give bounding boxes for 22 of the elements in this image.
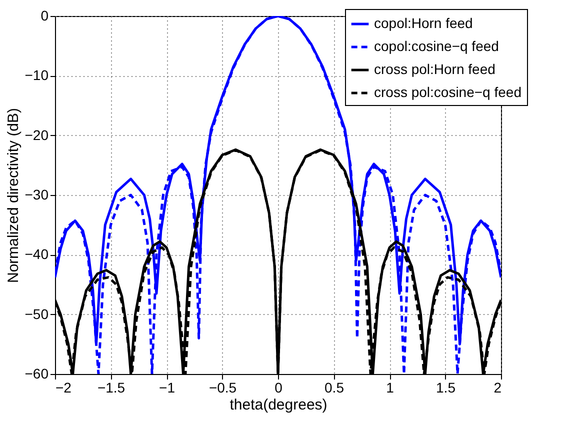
legend-label: copol:cosine−q feed [374,38,499,54]
x-tick-label: −0.5 [208,380,237,396]
x-axis-title: theta(degrees) [230,396,328,414]
legend-label: cross pol:cosine−q feed [374,84,522,100]
x-tick-label: −1 [159,380,176,396]
y-tick-label: −10 [24,67,49,84]
legend-label: cross pol:Horn feed [374,61,496,77]
y-tick-label: −40 [24,246,49,262]
x-tick-label: 2 [494,380,502,396]
legend-label: copol:Horn feed [374,15,473,31]
y-axis-title: Normalized directivity (dB) [4,108,22,284]
y-tick-label: −30 [24,186,49,202]
y-tick-label: −50 [24,306,49,322]
x-tick-label: 1 [386,380,394,396]
x-tick-label: 0.5 [324,380,344,396]
y-tick-label: 0 [40,8,49,24]
x-tick-label: 0 [274,380,283,396]
y-tick-label: −20 [24,126,49,143]
x-tick-label: 1.5 [436,380,456,396]
y-tick-label: −60 [24,366,49,382]
x-tick-label: −1.5 [97,380,126,396]
x-tick-label: −2 [56,380,72,396]
